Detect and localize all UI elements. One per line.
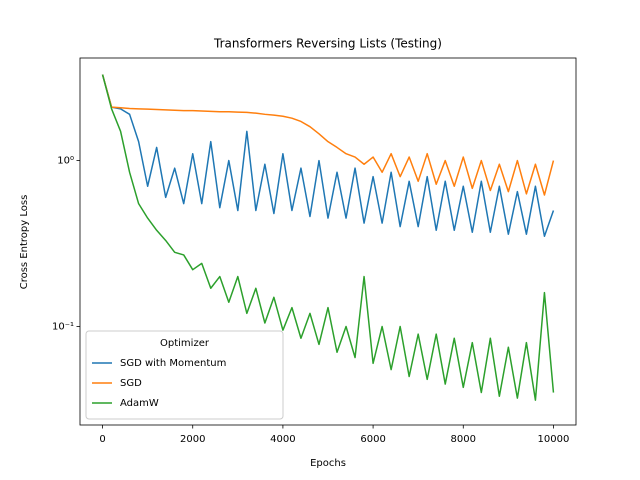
x-tick-label: 2000 bbox=[180, 434, 205, 445]
x-axis-label: Epochs bbox=[310, 458, 346, 469]
x-tick-label: 8000 bbox=[451, 434, 476, 445]
y-tick-label: 10⁻¹ bbox=[52, 322, 74, 333]
x-tick-label: 0 bbox=[99, 434, 105, 445]
series-line bbox=[101, 74, 555, 237]
series-line bbox=[101, 74, 555, 196]
plot-frame bbox=[79, 57, 577, 426]
y-axis-label: Cross Entropy Loss bbox=[19, 195, 30, 290]
y-tick-label: 10⁰ bbox=[57, 156, 74, 167]
legend-box bbox=[85, 330, 284, 420]
x-tick-label: 6000 bbox=[360, 434, 385, 445]
x-tick-label: 10000 bbox=[538, 434, 570, 445]
legend-label: SGD with Momentum bbox=[120, 358, 226, 369]
legend-label: SGD bbox=[120, 378, 142, 389]
series-line bbox=[101, 74, 555, 401]
legend-title: Optimizer bbox=[160, 338, 210, 349]
chart-title: Transformers Reversing Lists (Testing) bbox=[213, 37, 442, 51]
plot-lines bbox=[101, 74, 555, 401]
legend-label: AdamW bbox=[120, 398, 159, 409]
x-tick-label: 4000 bbox=[270, 434, 295, 445]
